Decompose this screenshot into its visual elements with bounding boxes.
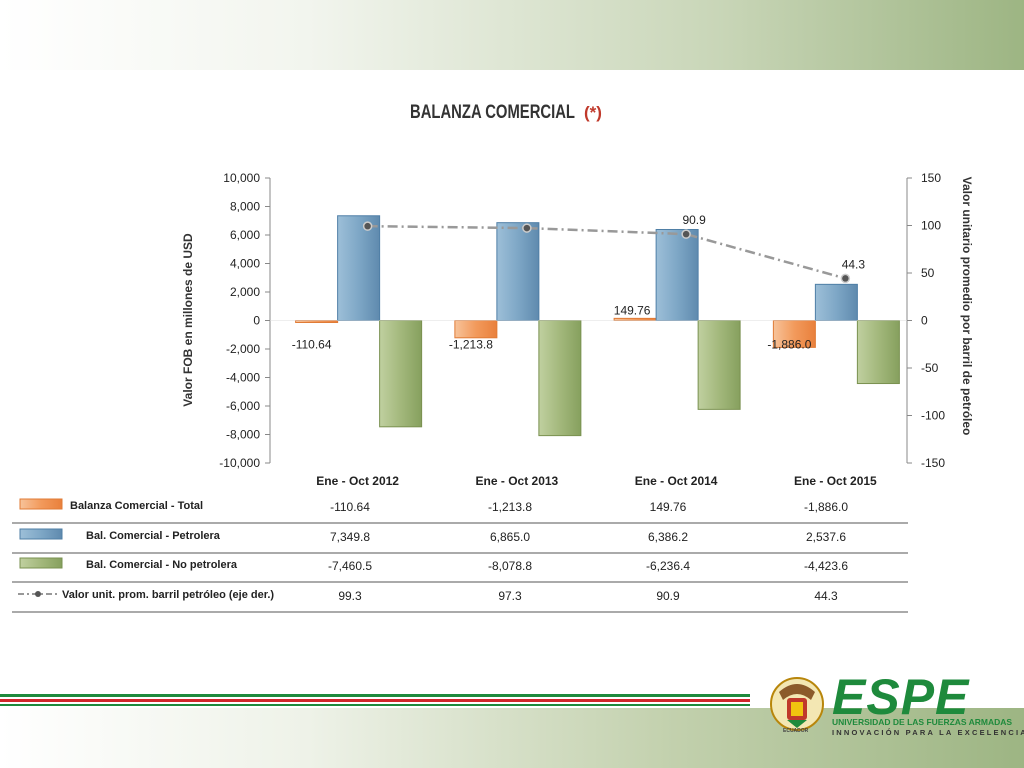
oil-price-point <box>681 229 691 239</box>
bar-total <box>772 320 816 348</box>
y-tick-label-left: 8,000 <box>230 200 260 214</box>
bar-no-petrolera <box>538 320 582 437</box>
legend-swatch <box>19 528 63 540</box>
bar-no-petrolera <box>856 320 900 385</box>
table-cell: 44.3 <box>814 589 838 603</box>
y-axis-label-left: Valor FOB en millones de USD <box>181 233 195 407</box>
y-tick-label-left: 0 <box>253 314 260 328</box>
legend-point-swatch <box>35 591 41 597</box>
y-tick-label-right: 50 <box>921 266 935 280</box>
chart-title: BALANZA COMERCIAL <box>410 102 575 123</box>
table-cell: -6,236.4 <box>646 559 690 573</box>
oil-price-point <box>362 221 373 231</box>
table-cell: -110.64 <box>330 500 370 514</box>
table-cell: -1,886.0 <box>804 500 848 514</box>
legend-label: Valor unit. prom. barril petróleo (eje d… <box>62 589 274 601</box>
espe-logo: ECUADOR <box>765 670 1015 740</box>
red-stripe <box>0 699 750 702</box>
legend-label: Bal. Comercial - No petrolera <box>86 559 238 571</box>
y-tick-label-left: -8,000 <box>226 428 260 442</box>
oil-price-point <box>840 273 851 284</box>
oil-price-label: 90.9 <box>682 213 706 227</box>
legend-label: Balanza Comercial - Total <box>70 500 203 512</box>
y-tick-label-right: 0 <box>921 314 928 328</box>
green-stripe <box>0 694 750 697</box>
table-cell: -4,423.6 <box>804 559 848 573</box>
table-cell: 2,537.6 <box>806 530 846 544</box>
bar-petrolera <box>496 222 540 321</box>
table-cell: 97.3 <box>498 589 522 603</box>
y-tick-label-right: -50 <box>921 361 939 375</box>
y-tick-label-right: 150 <box>921 171 941 185</box>
bar-total <box>454 320 498 339</box>
table-cell: 149.76 <box>650 500 687 514</box>
y-tick-label-right: -150 <box>921 456 945 470</box>
x-tick-label: Ene - Oct 2013 <box>476 474 559 488</box>
y-axis-label-right: Valor unitario promedio por barril de pe… <box>960 177 974 436</box>
bottom-decorative-band <box>0 708 1024 768</box>
table-cell: -7,460.5 <box>328 559 372 573</box>
x-tick-label: Ene - Oct 2014 <box>635 474 718 488</box>
table-cell: -8,078.8 <box>488 559 532 573</box>
data-label-total: 149.76 <box>614 304 651 318</box>
legend-swatch <box>19 498 63 510</box>
data-label-total: -1,213.8 <box>449 338 493 352</box>
y-tick-label-left: -10,000 <box>219 456 260 470</box>
chart-title-note: (*) <box>584 103 602 122</box>
oil-price-point <box>522 223 532 233</box>
y-tick-label-right: 100 <box>921 219 941 233</box>
plot-area: 10,000 8,000 6,000 4,000 2,000 0 -2,000 -4,000 -… <box>219 171 945 488</box>
data-label-total: -1,886.0 <box>767 338 811 352</box>
oil-price-label: 44.3 <box>842 257 866 271</box>
espe-wordmark: ESPE <box>832 669 970 725</box>
x-tick-label: Ene - Oct 2015 <box>794 474 877 488</box>
table-cell: 6,865.0 <box>490 530 530 544</box>
bar-no-petrolera <box>697 320 741 410</box>
bar-total <box>295 320 339 323</box>
data-table: Balanza Comercial - Total -110.64 -1,213.8… <box>12 498 908 613</box>
bar-total <box>613 317 657 321</box>
bar-no-petrolera <box>379 320 423 428</box>
y-tick-label-left: 6,000 <box>230 228 260 242</box>
bar-petrolera <box>655 228 699 321</box>
top-decorative-band <box>0 0 1024 70</box>
y-tick-label-left: 10,000 <box>223 171 260 185</box>
bar-petrolera <box>337 215 381 321</box>
y-tick-label-right: -100 <box>921 409 945 423</box>
green-stripe-lower <box>0 704 750 706</box>
x-tick-label: Ene - Oct 2012 <box>316 474 399 488</box>
y-tick-label-left: 4,000 <box>230 257 260 271</box>
table-cell: 7,349.8 <box>330 530 370 544</box>
seal-country-label: ECUADOR <box>783 728 809 734</box>
y-tick-label-left: -6,000 <box>226 399 260 413</box>
legend-label: Bal. Comercial - Petrolera <box>86 530 221 542</box>
table-cell: 90.9 <box>656 589 680 603</box>
university-name: UNIVERSIDAD DE LAS FUERZAS ARMADAS <box>832 717 1013 727</box>
table-cell: -1,213.8 <box>488 500 532 514</box>
university-seal-icon <box>770 677 824 731</box>
y-tick-label-left: 2,000 <box>230 285 260 299</box>
oil-price-line <box>367 224 846 280</box>
y-tick-label-left: -2,000 <box>226 342 260 356</box>
university-tagline: INNOVACIÓN PARA LA EXCELENCIA <box>832 728 1024 737</box>
y-tick-label-left: -4,000 <box>226 371 260 385</box>
data-label-total: -110.64 <box>292 338 332 352</box>
legend-swatch <box>19 557 63 569</box>
bar-petrolera <box>814 283 858 322</box>
table-cell: 99.3 <box>338 589 362 603</box>
table-cell: 6,386.2 <box>648 530 688 544</box>
